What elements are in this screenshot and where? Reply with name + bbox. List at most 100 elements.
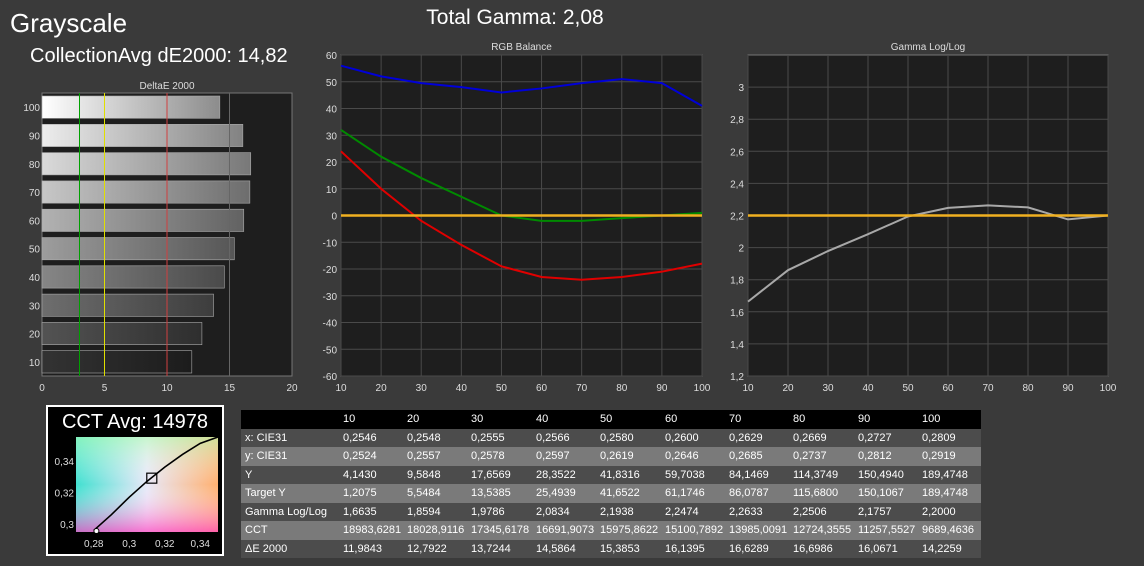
table-column-header: 60 [661,410,725,429]
cct-target-marker [146,472,158,484]
table-cell: 59,7038 [661,465,725,484]
table-column-header [241,410,339,429]
rgb-y-tick-label: -60 [323,372,338,383]
table-cell: 189,4748 [918,465,981,484]
table-cell: 18028,9116 [403,521,467,540]
gamma-y-tick-label: 2 [738,244,744,255]
deltae-bar [41,180,251,204]
table-cell: 16,0671 [854,539,918,558]
table-cell: 5,5484 [403,484,467,503]
table-cell: 115,6800 [789,484,854,503]
gamma-x-tick-label: 70 [982,383,994,394]
rgb-y-tick-label: 10 [326,185,338,196]
table-row: CCT 18983,6281 18028,9116 17345,6178 16691,9… [241,521,981,540]
deltae-category-label: 70 [29,188,41,199]
table-row-label: x: CIE31 [241,428,339,447]
gamma-x-tick-label: 50 [902,383,914,394]
table-cell: 0,2578 [467,447,532,466]
table-cell: 0,2546 [339,428,403,447]
gamma-y-tick-label: 2,4 [730,179,744,190]
rgb-y-tick-label: -20 [323,265,338,276]
rgb-y-tick-label: -10 [323,238,338,249]
cct-plot-overlay [76,437,218,532]
deltae-category-label: 30 [29,301,41,312]
rgb-y-tick-label: 50 [326,78,338,89]
deltae-bar [41,322,203,345]
table-cell: 0,2555 [467,428,532,447]
table-cell: 41,8316 [596,465,661,484]
table-row-label: y: CIE31 [241,447,339,466]
table-cell: 0,2524 [339,447,403,466]
table-row: ΔE 2000 11,9843 12,7922 13,7244 14,5864 15,38… [241,539,981,558]
table-cell: 114,3749 [789,465,854,484]
table-cell: 150,4940 [854,465,918,484]
deltae-category-label: 60 [29,216,41,227]
deltae-bar [41,152,252,176]
table-cell: 0,2669 [789,428,854,447]
table-cell: 17,6569 [467,465,532,484]
table-cell: 15,3853 [596,539,661,558]
deltae-x-tick-label: 0 [39,383,45,394]
rgb-x-tick-label: 70 [576,383,588,394]
table-row-label: Gamma Log/Log [241,502,339,521]
table-cell: 0,2685 [725,447,789,466]
table-column-header: 40 [532,410,596,429]
gamma-y-tick-label: 2,8 [730,115,744,126]
table-cell: 0,2646 [661,447,725,466]
table-cell: 61,1746 [661,484,725,503]
cct-y-tick-label: 0,32 [55,488,75,499]
table-cell: 16691,9073 [532,521,596,540]
rgb-x-tick-label: 50 [496,383,508,394]
table-cell: 11,9843 [339,539,403,558]
table-cell: 2,1757 [854,502,918,521]
table-row: Gamma Log/Log 1,6635 1,8594 1,9786 2,0834 2,1… [241,502,981,521]
deltae-x-tick-label: 20 [286,383,298,394]
collection-avg-label: CollectionAvg dE2000: 14,82 [30,45,288,67]
table-cell: 2,2000 [918,502,981,521]
gamma-x-tick-label: 20 [782,383,794,394]
table-cell: 1,2075 [339,484,403,503]
rgb-x-tick-label: 60 [536,383,548,394]
table-cell: 0,2809 [918,428,981,447]
rgb-y-tick-label: 40 [326,105,338,116]
cct-x-tick-label: 0,3 [122,539,136,550]
rgb-y-tick-label: -40 [323,319,338,330]
cct-locus-line [93,436,219,532]
deltae-category-label: 40 [29,273,41,284]
table-column-header: 50 [596,410,661,429]
gamma-y-tick-label: 1,4 [730,340,744,351]
rgb-y-tick-label: -50 [323,345,338,356]
gamma-x-tick-label: 80 [1022,383,1034,394]
deltae-category-label: 10 [29,358,41,369]
gamma-y-tick-label: 1,2 [730,372,744,383]
rgb-y-tick-label: 20 [326,158,338,169]
rgb-x-tick-label: 100 [694,383,711,394]
deltae-bar [41,124,244,147]
cct-avg-title: CCT Avg: 14978 [61,411,209,433]
gamma-y-tick-label: 1,8 [730,276,744,287]
deltae-category-label: 100 [23,103,40,114]
deltae-bar [41,350,193,374]
table-cell: 15100,7892 [661,521,725,540]
table-row-label: CCT [241,521,339,540]
table-cell: 0,2619 [596,447,661,466]
table-cell: 189,4748 [918,484,981,503]
table-row: x: CIE31 0,2546 0,2548 0,2555 0,2566 0,2580 0,… [241,428,981,447]
table-cell: 150,1067 [854,484,918,503]
rgb-x-tick-label: 40 [456,383,468,394]
page-title: Grayscale [10,8,128,38]
rgb-series-line [340,64,703,107]
table-cell: 9689,4636 [918,521,981,540]
rgb-chart-title: RGB Balance [491,42,552,53]
rgb-x-tick-label: 80 [616,383,628,394]
table-cell: 2,0834 [532,502,596,521]
gamma-y-tick-label: 1,6 [730,308,744,319]
table-cell: 41,6522 [596,484,661,503]
table-row: Target Y 1,2075 5,5484 13,5385 25,4939 41,652… [241,484,981,503]
rgb-y-tick-label: 60 [326,51,338,62]
table-column-header: 100 [918,410,981,429]
table-cell: 0,2566 [532,428,596,447]
gamma-x-tick-label: 60 [942,383,954,394]
